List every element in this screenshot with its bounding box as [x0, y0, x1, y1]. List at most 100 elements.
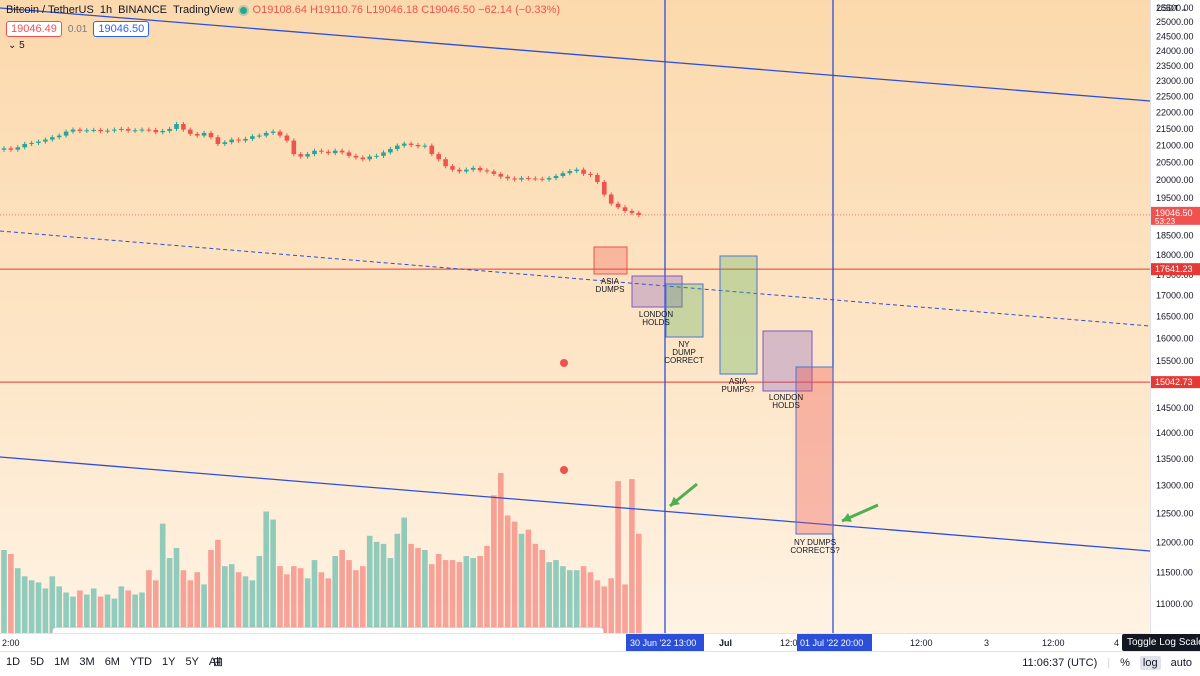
volume-bar: [270, 519, 276, 633]
timeframe-all[interactable]: All: [208, 656, 222, 668]
candle-body: [188, 129, 193, 134]
price-axis[interactable]: USDT ⌄ 25500.00 25000.00 24500.00 24000.00 23…: [1150, 0, 1200, 633]
auto-toggle[interactable]: auto: [1170, 657, 1192, 669]
annotation-label: LONDON: [769, 393, 803, 402]
candle-body: [491, 171, 497, 174]
close-value: C19046.50: [421, 4, 476, 16]
timeframe-5y[interactable]: 5Y: [185, 656, 199, 668]
candle-body: [112, 129, 117, 131]
timeframe-1y[interactable]: 1Y: [161, 656, 176, 668]
price-tick-label: 23500.00: [1156, 61, 1194, 71]
candle-body: [581, 169, 586, 174]
volume-bar: [484, 545, 490, 633]
time-tick-label: 12:00: [910, 638, 933, 648]
percent-toggle[interactable]: %: [1120, 657, 1130, 669]
volume-bar: [318, 572, 325, 633]
quote-panel: 19046.49 0.01 19046.50: [6, 21, 150, 37]
timeframe-5d[interactable]: 5D: [30, 656, 45, 668]
candle-body: [50, 137, 55, 140]
volume-bar: [235, 572, 242, 633]
volume-bar: [125, 590, 131, 633]
candle-body: [443, 159, 448, 167]
volume-bar: [35, 582, 42, 633]
candle-body: [125, 128, 131, 131]
price-tick-label: 14500.00: [1156, 403, 1194, 413]
utc-clock[interactable]: 11:06:37 (UTC): [1022, 657, 1098, 669]
log-toggle[interactable]: log: [1139, 656, 1161, 670]
candle-body: [615, 203, 621, 208]
price-tick-label: 16500.00: [1156, 312, 1194, 322]
candle-body: [153, 129, 159, 133]
lower-trendline: [0, 456, 1150, 552]
volume-bar: [28, 580, 35, 633]
volume-bar: [408, 543, 414, 633]
interval-label[interactable]: 1h: [99, 4, 113, 16]
price-axis-canvas[interactable]: USDT ⌄25500.00 25000.00 24500.00 24000.00 23…: [1151, 0, 1200, 633]
volume-bar: [401, 517, 407, 633]
timeframe-1d[interactable]: 1D: [6, 656, 21, 668]
volume-bar: [187, 580, 194, 633]
candle-body: [119, 128, 124, 130]
candle-body: [105, 130, 110, 132]
open-value: O19108.64: [252, 4, 307, 16]
candle-body: [533, 178, 538, 180]
volume-bar: [180, 570, 187, 633]
level-price-label: 15042.73: [1155, 377, 1193, 387]
volume-bar: [84, 594, 90, 633]
price-tick-label: 24500.00: [1156, 31, 1194, 41]
timeframe-ytd[interactable]: YTD: [129, 656, 152, 668]
asia-dumps-box: [593, 246, 628, 275]
volume-bar: [636, 533, 642, 633]
volume-bar: [111, 598, 118, 633]
buy-button[interactable]: 19046.50: [93, 21, 150, 37]
log-scale-tooltip: Toggle Log Scale: [1122, 634, 1200, 651]
volume-bar: [360, 566, 366, 633]
volume-bar: [353, 570, 359, 633]
current-price-label: 19046.50: [1155, 208, 1193, 218]
timeframe-6m[interactable]: 6M: [104, 656, 120, 668]
volume-bar: [297, 568, 304, 633]
level-price-tag: [1151, 376, 1200, 389]
chart-canvas[interactable]: ASIADUMPSLONDONHOLDSNYDUMPCORRECTASIAPUM…: [0, 0, 1150, 633]
calendar-icon[interactable]: ⊞: [213, 655, 224, 669]
price-tick-label: 13500.00: [1156, 454, 1194, 464]
price-tick-label: 11500.00: [1156, 567, 1193, 577]
symbol-name[interactable]: Bitcoin / TetherUS: [6, 4, 94, 16]
levels-layer: [0, 214, 1150, 383]
timeframe-1m[interactable]: 1M: [54, 656, 70, 668]
volume-bar: [629, 479, 635, 633]
annotation-label: DUMP: [672, 348, 696, 357]
candle-body: [194, 133, 200, 136]
volume-bar: [256, 556, 263, 633]
candle-body: [91, 129, 96, 131]
drawings-layer[interactable]: ASIADUMPSLONDONHOLDSNYDUMPCORRECTASIAPUM…: [0, 0, 1150, 633]
candle-body: [160, 130, 165, 133]
price-tick-label: 12500.00: [1156, 508, 1194, 518]
candle-body: [22, 143, 27, 148]
price-tick-label: 16000.00: [1156, 333, 1194, 343]
candle-body: [291, 140, 297, 155]
candle-body: [388, 149, 393, 153]
timeframe-3m[interactable]: 3M: [79, 656, 95, 668]
ny-dumps-corrects-box: [795, 366, 834, 535]
time-tick-label: 12:0: [780, 638, 798, 648]
chart-pane[interactable]: ASIA DUMPS LONDON HOLDS NY DUMP CORRECT ASIA PUM…: [0, 0, 1150, 633]
london-holds-box: [631, 275, 683, 308]
indicators-toggle[interactable]: ⌄ 5: [8, 40, 25, 51]
time-axis[interactable]: 2:00 Jul 12:0 12:00 3 12:00 4 30 Jun '22 13:00 0…: [0, 633, 1150, 652]
annotation-label: LONDON: [639, 310, 673, 319]
high-value: H19110.76: [310, 4, 364, 16]
time-marker-1-label: 30 Jun '22 13:00: [630, 638, 696, 648]
candle-body: [622, 207, 628, 212]
candle-body: [263, 132, 269, 136]
candle-body: [167, 128, 172, 131]
spread-value: 0.01: [67, 23, 88, 35]
candle-body: [381, 152, 386, 156]
candle-body: [567, 171, 573, 174]
candle-body: [132, 130, 138, 132]
volume-bar: [63, 592, 69, 633]
volume-bar: [380, 543, 387, 633]
sell-button[interactable]: 19046.49: [6, 21, 62, 37]
arrow-head: [842, 513, 852, 522]
time-axis-canvas[interactable]: 2:00 Jul 12:0 12:00 3 12:00 4 30 Jun '22 13:00 0…: [0, 634, 1150, 652]
